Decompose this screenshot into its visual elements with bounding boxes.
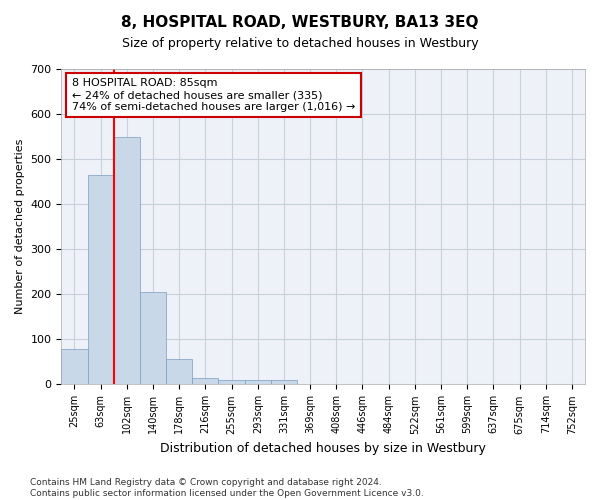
Text: 8, HOSPITAL ROAD, WESTBURY, BA13 3EQ: 8, HOSPITAL ROAD, WESTBURY, BA13 3EQ <box>121 15 479 30</box>
Bar <box>140 292 166 384</box>
Bar <box>271 380 297 384</box>
Bar <box>114 136 140 384</box>
Bar <box>193 378 218 384</box>
Text: Size of property relative to detached houses in Westbury: Size of property relative to detached ho… <box>122 38 478 51</box>
Bar <box>61 350 88 384</box>
Bar <box>218 380 245 384</box>
Bar <box>166 359 193 384</box>
X-axis label: Distribution of detached houses by size in Westbury: Distribution of detached houses by size … <box>160 442 486 455</box>
Text: 8 HOSPITAL ROAD: 85sqm
← 24% of detached houses are smaller (335)
74% of semi-de: 8 HOSPITAL ROAD: 85sqm ← 24% of detached… <box>72 78 355 112</box>
Text: Contains HM Land Registry data © Crown copyright and database right 2024.
Contai: Contains HM Land Registry data © Crown c… <box>30 478 424 498</box>
Bar <box>88 175 114 384</box>
Bar <box>245 380 271 384</box>
Y-axis label: Number of detached properties: Number of detached properties <box>15 139 25 314</box>
